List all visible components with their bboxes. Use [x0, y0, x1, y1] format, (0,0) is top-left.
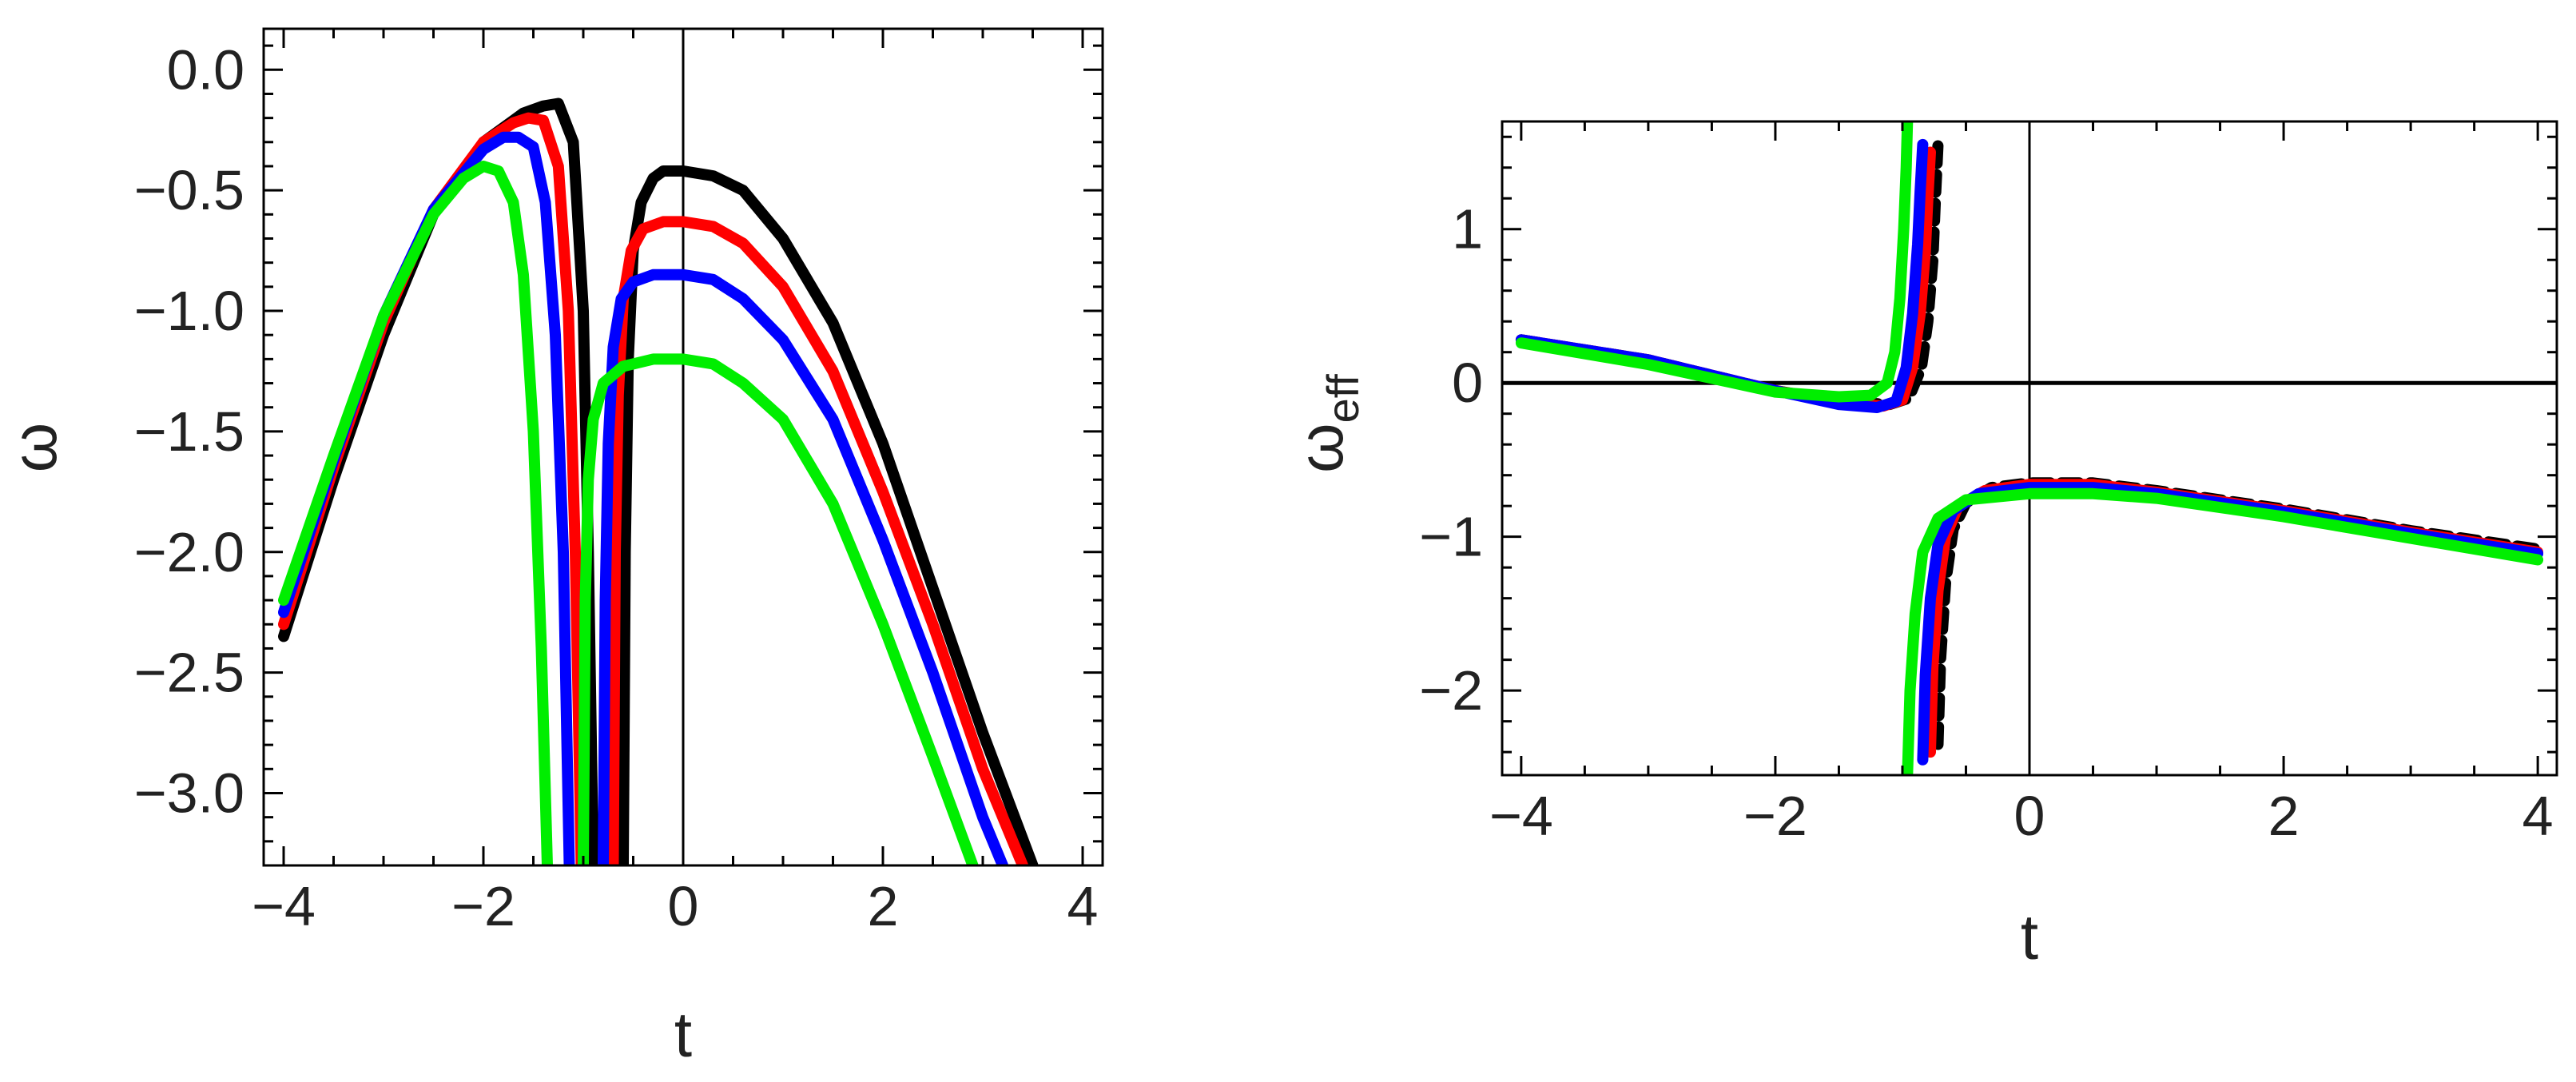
right-plot-omega-eff: ωeff t −4 −2 0 2 4 1 0 −1 −2 — [1285, 120, 2558, 973]
series-3-right-branch — [578, 353, 979, 865]
left-ylabel: ω — [0, 423, 70, 472]
series-0-right-branch — [618, 165, 1039, 865]
series-3-left-branch — [278, 161, 553, 865]
series-2-left-branch — [1515, 138, 1929, 413]
x-tick-label: −4 — [1489, 785, 1553, 847]
y-tick-label: −0.5 — [134, 159, 244, 221]
x-tick-label: 2 — [868, 875, 899, 937]
y-tick-label: −2.5 — [134, 642, 244, 704]
series-2-right-branch — [598, 269, 1008, 865]
y-tick-label: −1 — [1419, 506, 1483, 568]
series-1-left-branch — [1515, 146, 1936, 412]
y-tick-label: −2 — [1419, 659, 1483, 722]
y-tick-label: 1 — [1452, 198, 1483, 261]
right-ylabel: ωeff — [1285, 374, 1368, 473]
y-tick-label: −2.0 — [134, 521, 244, 583]
x-tick-label: −2 — [451, 875, 515, 937]
y-tick-label: −3.0 — [134, 762, 244, 824]
x-tick-label: 4 — [2522, 785, 2554, 847]
y-tick-label: −1.0 — [134, 280, 244, 342]
left-xlabel: t — [674, 999, 692, 1070]
series-3-right-branch — [1902, 487, 2544, 775]
series-2-right-branch — [1917, 482, 2544, 766]
x-tick-label: −4 — [252, 875, 316, 937]
y-tick-label: 0 — [1452, 352, 1483, 414]
right-ylabel-main: ω — [1285, 423, 1356, 472]
series-1-right-branch — [1925, 479, 2544, 758]
x-tick-label: −2 — [1743, 785, 1807, 847]
right-ylabel-sub: eff — [1318, 374, 1368, 424]
x-tick-label: 0 — [668, 875, 699, 937]
right-xlabel: t — [2021, 901, 2038, 973]
series-1-right-branch — [607, 216, 1028, 865]
y-tick-label: −1.5 — [134, 400, 244, 463]
x-tick-label: 2 — [2268, 785, 2300, 847]
x-tick-label: 0 — [2014, 785, 2045, 847]
left-plot-omega: ω t −4 −2 0 2 4 0.0 −0.5 −1.0 −1.5 −2.0 −2.5 −3.0 — [0, 27, 1104, 1070]
y-tick-label: 0.0 — [167, 38, 244, 101]
x-tick-label: 4 — [1067, 875, 1099, 937]
series-3-left-branch — [1515, 121, 1914, 403]
series-0-right-branch — [1932, 477, 2544, 750]
series-0-left-branch — [1515, 138, 1944, 411]
